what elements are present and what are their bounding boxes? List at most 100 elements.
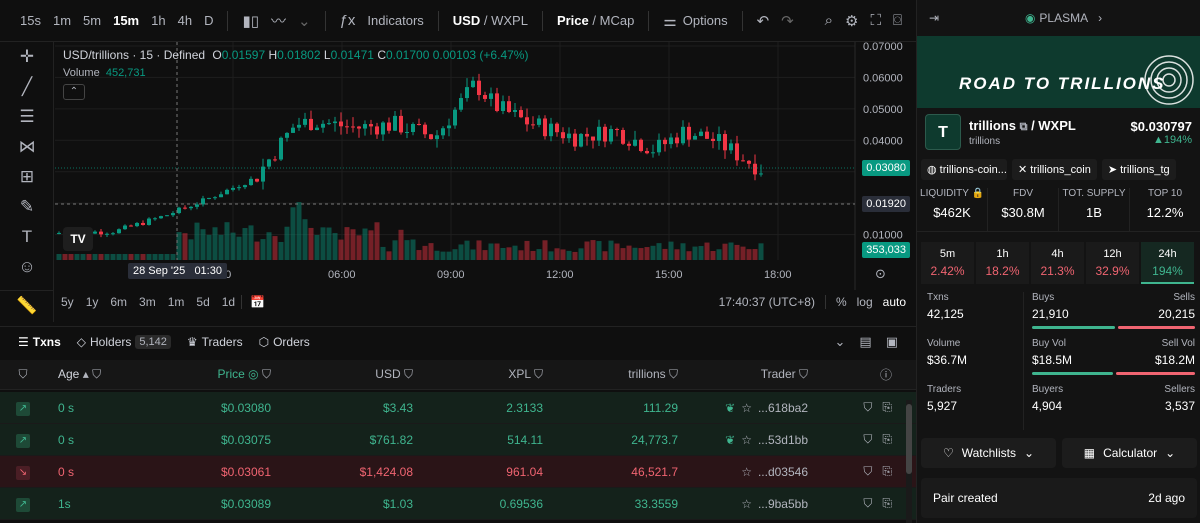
price-mcap-toggle[interactable]: Price / MCap: [551, 13, 640, 28]
range-5d[interactable]: 5d: [196, 295, 210, 309]
crown-icon: ♛: [186, 334, 198, 349]
brush-icon[interactable]: ✎: [19, 197, 35, 216]
interval-4h[interactable]: 4h: [177, 13, 193, 28]
quote-toggle[interactable]: USD / WXPL: [447, 13, 534, 28]
period-tab-24h[interactable]: 24h 194%: [1141, 242, 1194, 284]
projection-icon[interactable]: ⊞: [19, 167, 35, 186]
interval-1d[interactable]: D: [204, 13, 214, 28]
watchlists-button[interactable]: ♡ Watchlists ⌄: [921, 438, 1056, 468]
ruler-icon[interactable]: 📏: [0, 290, 54, 320]
table-row[interactable]: ↗ 0 s $0.03080 $3.43 2.3133 111.29 ❦ ☆ ...618ba2…: [0, 392, 916, 424]
filter-icon[interactable]: ⛉: [863, 464, 873, 478]
period-tab-5m[interactable]: 5m 2.42%: [921, 242, 974, 284]
options-button[interactable]: Options: [682, 13, 728, 28]
camera-icon[interactable]: ⌼: [892, 12, 902, 29]
trader-cell[interactable]: ☆ ...d03546: [678, 465, 808, 479]
collapse-legend-button[interactable]: ⌃: [63, 84, 85, 100]
tab-orders[interactable]: ⬡ Orders: [259, 335, 310, 349]
auto-toggle[interactable]: auto: [882, 295, 906, 309]
fib-icon[interactable]: ☰: [19, 107, 35, 126]
tradingview-logo[interactable]: TV: [63, 227, 93, 251]
help-icon[interactable]: ⓘ: [879, 368, 892, 382]
undo-icon[interactable]: ↶: [756, 12, 770, 30]
interval-1h[interactable]: 1h: [151, 13, 166, 28]
range-1y[interactable]: 1y: [85, 295, 99, 309]
trader-cell[interactable]: ❦ ☆ ...618ba2: [678, 401, 808, 415]
star-icon[interactable]: ☆: [741, 400, 752, 415]
table-row[interactable]: ↘ 0 s $0.03061 $1,424.08 961.04 46,521.7 ☆ ...d…: [0, 456, 916, 488]
age-header[interactable]: Age ▴ ⛉: [46, 367, 106, 382]
range-3m[interactable]: 3m: [139, 295, 156, 309]
filter-icon[interactable]: ⛉: [863, 496, 873, 510]
percent-toggle[interactable]: %: [835, 295, 847, 309]
star-icon[interactable]: ☆: [741, 464, 752, 479]
gear-icon[interactable]: ⚙: [845, 12, 859, 30]
candle-body: [189, 206, 193, 209]
price-chart[interactable]: 0.070000.060000.050000.040000.030000.020…: [55, 42, 916, 290]
fullscreen-icon[interactable]: ⛶: [870, 12, 881, 29]
collapse-down-icon[interactable]: ⌄: [834, 333, 846, 349]
emoji-icon[interactable]: ☺: [18, 257, 36, 276]
scrollbar-thumb[interactable]: [906, 404, 912, 474]
copy-icon[interactable]: ⧉: [1019, 120, 1028, 133]
range-5y[interactable]: 5y: [61, 295, 74, 309]
token-header[interactable]: trillions ⛉: [543, 367, 678, 382]
trendline-icon[interactable]: ╱: [21, 77, 33, 96]
range-6m[interactable]: 6m: [110, 295, 128, 309]
period-tab-1h[interactable]: 1h 18.2%: [976, 242, 1029, 284]
pattern-icon[interactable]: ⋈: [18, 137, 36, 156]
indicators-button[interactable]: Indicators: [367, 13, 424, 28]
filter-icon[interactable]: ⛉: [863, 400, 873, 414]
volume-bar: [608, 240, 614, 260]
split-layout-icon[interactable]: ▤: [859, 333, 872, 349]
filter-icon[interactable]: ⛉: [18, 367, 28, 381]
twitter-link[interactable]: ✕ trillions_coin: [1012, 158, 1097, 180]
table-scrollbar[interactable]: [906, 400, 912, 523]
table-row[interactable]: ↗ 1s $0.03089 $1.03 0.69536 33.3559 ☆ ...9ba5bb…: [0, 488, 916, 520]
explorer-icon[interactable]: ⎘: [882, 432, 892, 446]
date-range-icon[interactable]: 📅: [241, 295, 271, 309]
usd-header[interactable]: USD ⛉: [271, 367, 413, 382]
chain-selector[interactable]: ◉ PLASMA ›: [1025, 11, 1102, 25]
period-tab-12h[interactable]: 12h 32.9%: [1086, 242, 1139, 284]
candles-icon[interactable]: ▮▯: [242, 12, 259, 30]
interval-15m[interactable]: 15m: [113, 13, 140, 28]
candle-body: [585, 133, 589, 137]
trader-cell[interactable]: ☆ ...9ba5bb: [678, 497, 808, 511]
line-chart-icon[interactable]: 〰: [270, 13, 286, 30]
tab-traders[interactable]: ♛ Traders: [187, 335, 243, 349]
explorer-icon[interactable]: ⎘: [882, 400, 892, 414]
volume-value: 452,731: [105, 67, 146, 79]
explorer-icon[interactable]: ⎘: [882, 496, 892, 510]
range-1m[interactable]: 1m: [167, 295, 185, 309]
crosshair-icon[interactable]: ✛: [19, 47, 35, 66]
ohlc-legend: USD/trillions · 15 · Defined O0.01597 H0…: [63, 48, 528, 62]
zoom-search-icon[interactable]: ⌕: [824, 12, 834, 29]
calculator-button[interactable]: ▦ Calculator ⌄: [1062, 438, 1197, 468]
clock[interactable]: 17:40:37 (UTC+8): [718, 295, 815, 309]
star-icon[interactable]: ☆: [741, 496, 752, 511]
interval-1m[interactable]: 1m: [52, 13, 72, 28]
filter-icon[interactable]: ⛉: [863, 432, 873, 446]
period-tab-4h[interactable]: 4h 21.3%: [1031, 242, 1084, 284]
website-link[interactable]: ◍ trillions-coin...: [921, 158, 1007, 180]
price-header[interactable]: Price ◎ ⛉: [106, 367, 271, 382]
telegram-link[interactable]: ➤ trillions_tg: [1101, 158, 1176, 180]
chevron-down-icon[interactable]: ⌄: [297, 12, 311, 30]
star-icon[interactable]: ☆: [741, 432, 752, 447]
interval-15s[interactable]: 15s: [20, 13, 41, 28]
log-toggle[interactable]: log: [856, 295, 873, 309]
table-row[interactable]: ↗ 0 s $0.03075 $761.82 514.11 24,773.7 ❦ ☆ ...53…: [0, 424, 916, 456]
explorer-icon[interactable]: ⎘: [882, 464, 892, 478]
tab-holders[interactable]: ◇ Holders 5,142: [77, 334, 171, 349]
range-1d[interactable]: 1d: [221, 295, 236, 309]
text-icon[interactable]: T: [21, 227, 33, 246]
trader-header[interactable]: Trader ⛉: [678, 367, 808, 382]
trader-cell[interactable]: ❦ ☆ ...53d1bb: [678, 433, 808, 447]
interval-5m[interactable]: 5m: [83, 13, 102, 28]
collapse-panel-icon[interactable]: ⇥: [929, 11, 940, 25]
redo-icon[interactable]: ↷: [781, 12, 794, 30]
tab-txns[interactable]: ☰ Txns: [18, 335, 61, 349]
panel-layout-icon[interactable]: ▣: [885, 333, 898, 349]
xpl-header[interactable]: XPL ⛉: [413, 367, 543, 382]
